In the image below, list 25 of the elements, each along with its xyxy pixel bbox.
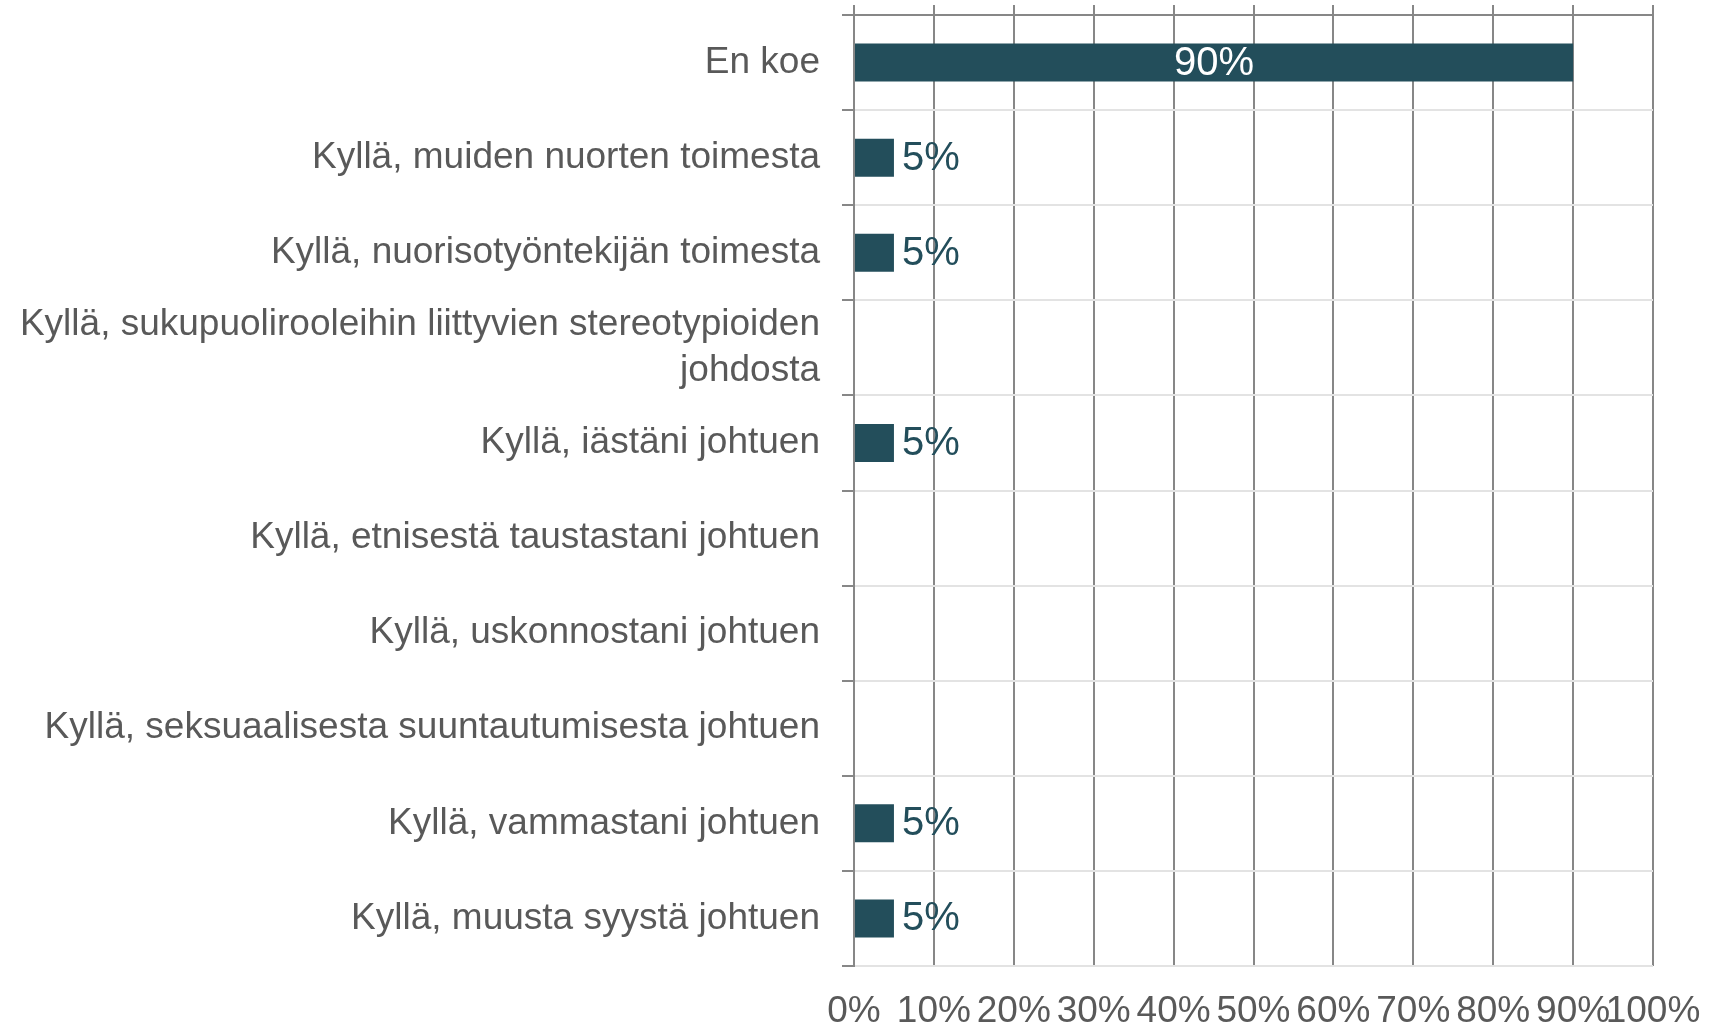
y-tick-label: Kyllä, vammastani johtuen xyxy=(388,800,820,842)
x-tick-label: 50% xyxy=(1216,989,1291,1031)
y-tick-label: Kyllä, sukupuolirooleihin liittyvien stereotypioiden johdosta xyxy=(19,301,821,390)
data-label: 5% xyxy=(901,228,960,273)
y-tick-label: Kyllä, muiden nuorten toimesta xyxy=(312,134,821,176)
x-tick-label: 60% xyxy=(1296,989,1371,1031)
x-tick-label: 40% xyxy=(1136,989,1211,1031)
x-tick-label: 0% xyxy=(827,989,881,1031)
x-tick-label: 70% xyxy=(1376,989,1451,1031)
data-label: 5% xyxy=(901,418,960,463)
y-tick-label: Kyllä, muusta syystä johtuen xyxy=(351,895,820,937)
y-tick-label: Kyllä, nuorisotyöntekijän toimesta xyxy=(270,229,821,271)
data-label: 5% xyxy=(901,799,960,844)
y-tick-label: Kyllä, etnisestä taustastani johtuen xyxy=(250,515,820,557)
y-tick-label: Kyllä, uskonnostani johtuen xyxy=(369,610,820,652)
y-tick-label: Kyllä, seksuaalisesta suuntautumisesta johtuen xyxy=(44,705,820,747)
y-tick-label: En koe xyxy=(704,39,820,81)
y-tick-label: Kyllä, iästäni johtuen xyxy=(480,420,820,462)
data-label: 5% xyxy=(901,894,960,939)
x-tick-label: 10% xyxy=(896,989,971,1031)
x-tick-label: 80% xyxy=(1456,989,1531,1031)
data-label: 90% xyxy=(1174,38,1255,83)
data-label: 5% xyxy=(901,133,960,178)
x-tick-label: 30% xyxy=(1056,989,1131,1031)
x-tick-label: 20% xyxy=(976,989,1051,1031)
